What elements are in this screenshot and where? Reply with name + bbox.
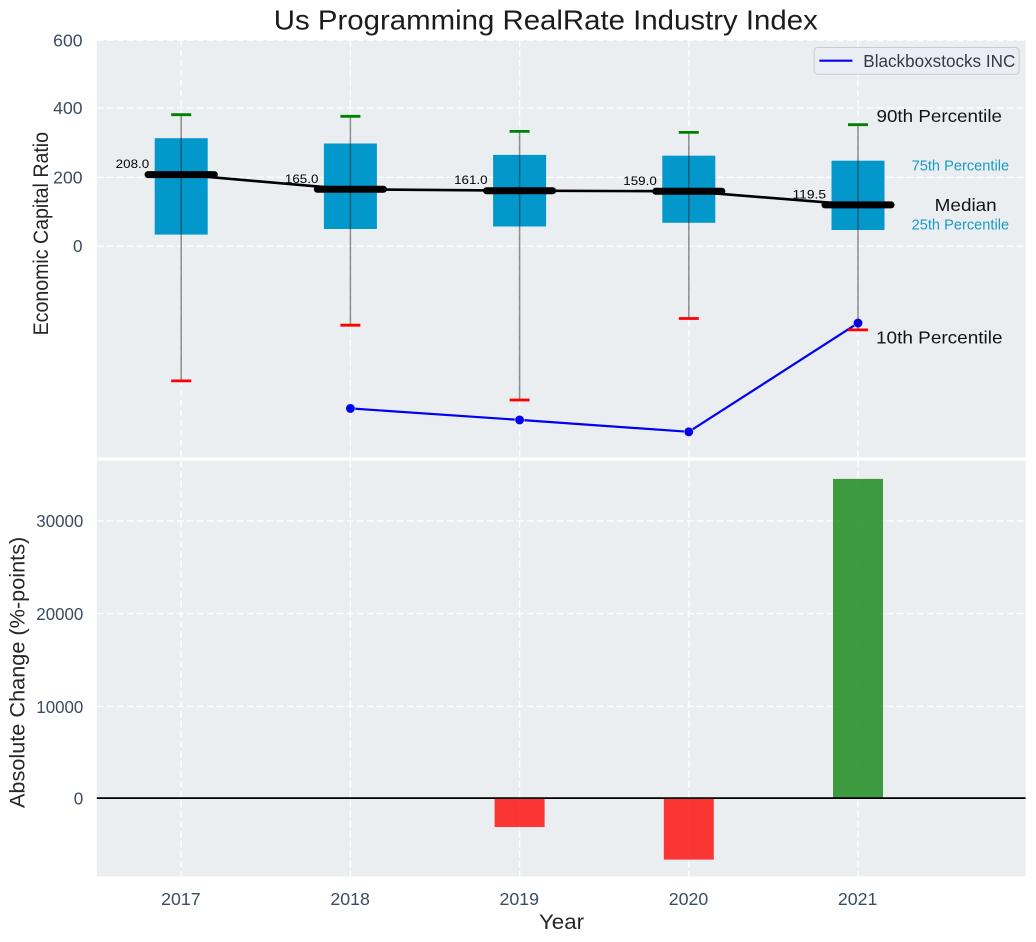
svg-text:Median: Median xyxy=(935,195,997,215)
svg-text:10th Percentile: 10th Percentile xyxy=(876,328,1003,348)
svg-text:90th Percentile: 90th Percentile xyxy=(877,106,1003,126)
svg-text:Absolute Change (%-points): Absolute Change (%-points) xyxy=(6,537,30,808)
svg-text:159.0: 159.0 xyxy=(623,174,657,188)
svg-text:161.0: 161.0 xyxy=(454,173,488,187)
svg-text:25th Percentile: 25th Percentile xyxy=(912,217,1010,233)
svg-text:Economic Capital Ratio: Economic Capital Ratio xyxy=(29,132,53,335)
svg-text:400: 400 xyxy=(53,98,83,118)
svg-text:200: 200 xyxy=(53,168,83,188)
svg-text:165.0: 165.0 xyxy=(285,172,319,186)
svg-text:0: 0 xyxy=(73,236,83,256)
svg-text:2021: 2021 xyxy=(838,889,878,909)
svg-text:Us Programming RealRate Indust: Us Programming RealRate Industry Index xyxy=(274,5,818,36)
svg-text:75th Percentile: 75th Percentile xyxy=(912,159,1010,175)
svg-text:2020: 2020 xyxy=(669,889,709,909)
svg-text:208.0: 208.0 xyxy=(116,157,150,171)
svg-text:2019: 2019 xyxy=(500,889,540,909)
svg-text:2017: 2017 xyxy=(161,889,201,909)
svg-text:119.5: 119.5 xyxy=(793,187,827,201)
svg-text:600: 600 xyxy=(53,31,83,51)
svg-text:30000: 30000 xyxy=(36,511,83,531)
svg-text:20000: 20000 xyxy=(36,604,83,624)
svg-text:0: 0 xyxy=(74,788,84,808)
svg-text:2018: 2018 xyxy=(330,889,370,909)
svg-text:Year: Year xyxy=(539,910,584,934)
svg-text:Blackboxstocks INC: Blackboxstocks INC xyxy=(863,51,1015,71)
svg-text:10000: 10000 xyxy=(36,697,83,717)
